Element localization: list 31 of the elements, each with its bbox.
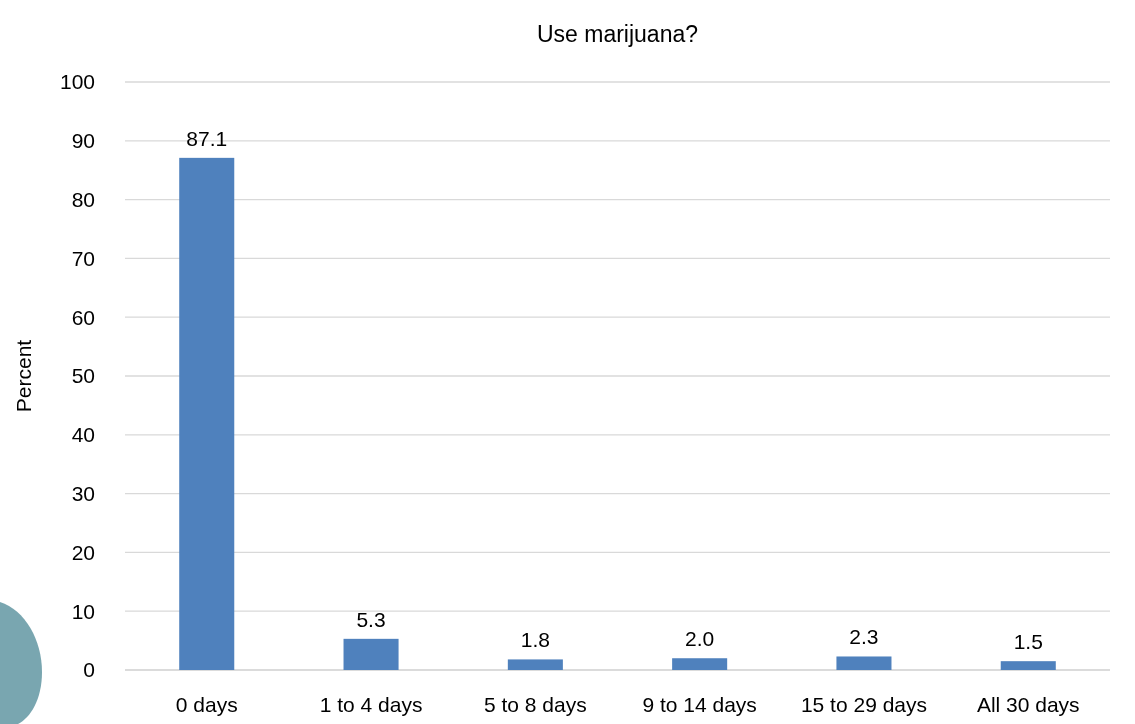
bar: [507, 659, 563, 670]
data-label: 5.3: [356, 607, 386, 631]
y-tick-label: 80: [71, 187, 95, 211]
bar: [179, 157, 235, 670]
x-tick-label: 5 to 8 days: [483, 693, 587, 716]
chart-title: Use marijuana?: [536, 21, 699, 47]
data-label: 2.0: [685, 627, 715, 651]
x-tick-label: All 30 days: [976, 693, 1080, 716]
y-tick-label: 0: [83, 658, 95, 682]
data-label: 2.3: [849, 625, 879, 649]
bar: [836, 656, 892, 670]
y-tick-label: 10: [71, 599, 95, 623]
y-tick-label: 100: [59, 70, 95, 94]
y-tick-label: 50: [71, 364, 95, 388]
y-tick-label: 20: [71, 540, 95, 564]
y-tick-label: 70: [71, 246, 95, 270]
data-label: 1.8: [520, 628, 550, 652]
bar: [1000, 661, 1056, 670]
y-axis-title: Percent: [12, 339, 35, 413]
y-tick-label: 90: [71, 129, 95, 153]
x-tick-label: 1 to 4 days: [319, 693, 423, 716]
y-tick-label: 60: [71, 305, 95, 329]
y-tick-label: 30: [71, 481, 95, 505]
data-label: 87.1: [186, 126, 228, 150]
x-tick-label: 15 to 29 days: [800, 693, 927, 716]
bar: [672, 658, 728, 670]
y-tick-label: 40: [71, 423, 95, 447]
data-label: 1.5: [1013, 630, 1043, 654]
x-tick-label: 0 days: [175, 693, 238, 716]
bar: [343, 638, 399, 670]
x-tick-label: 9 to 14 days: [642, 693, 757, 716]
